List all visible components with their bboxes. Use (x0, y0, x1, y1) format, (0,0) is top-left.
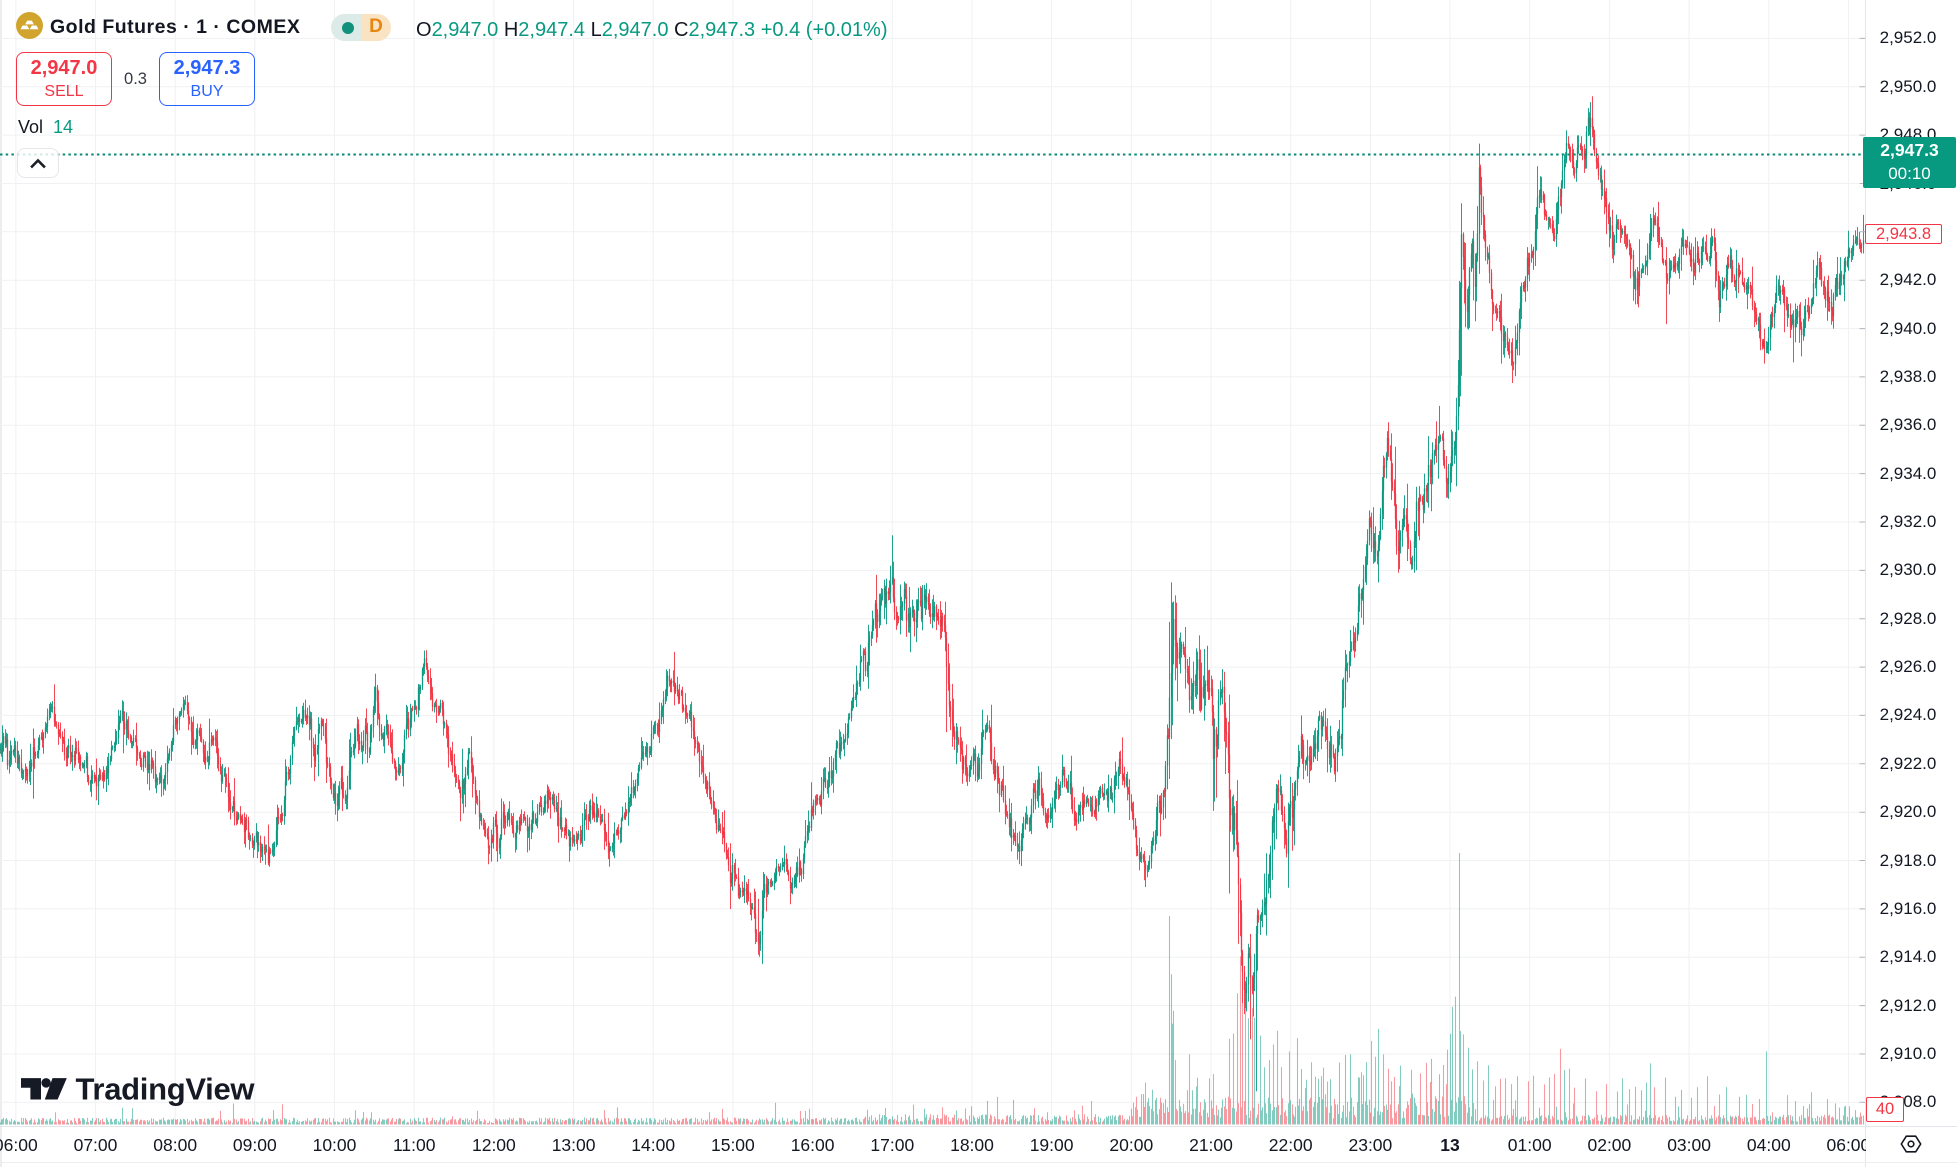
svg-text:TradingView: TradingView (76, 1074, 256, 1107)
